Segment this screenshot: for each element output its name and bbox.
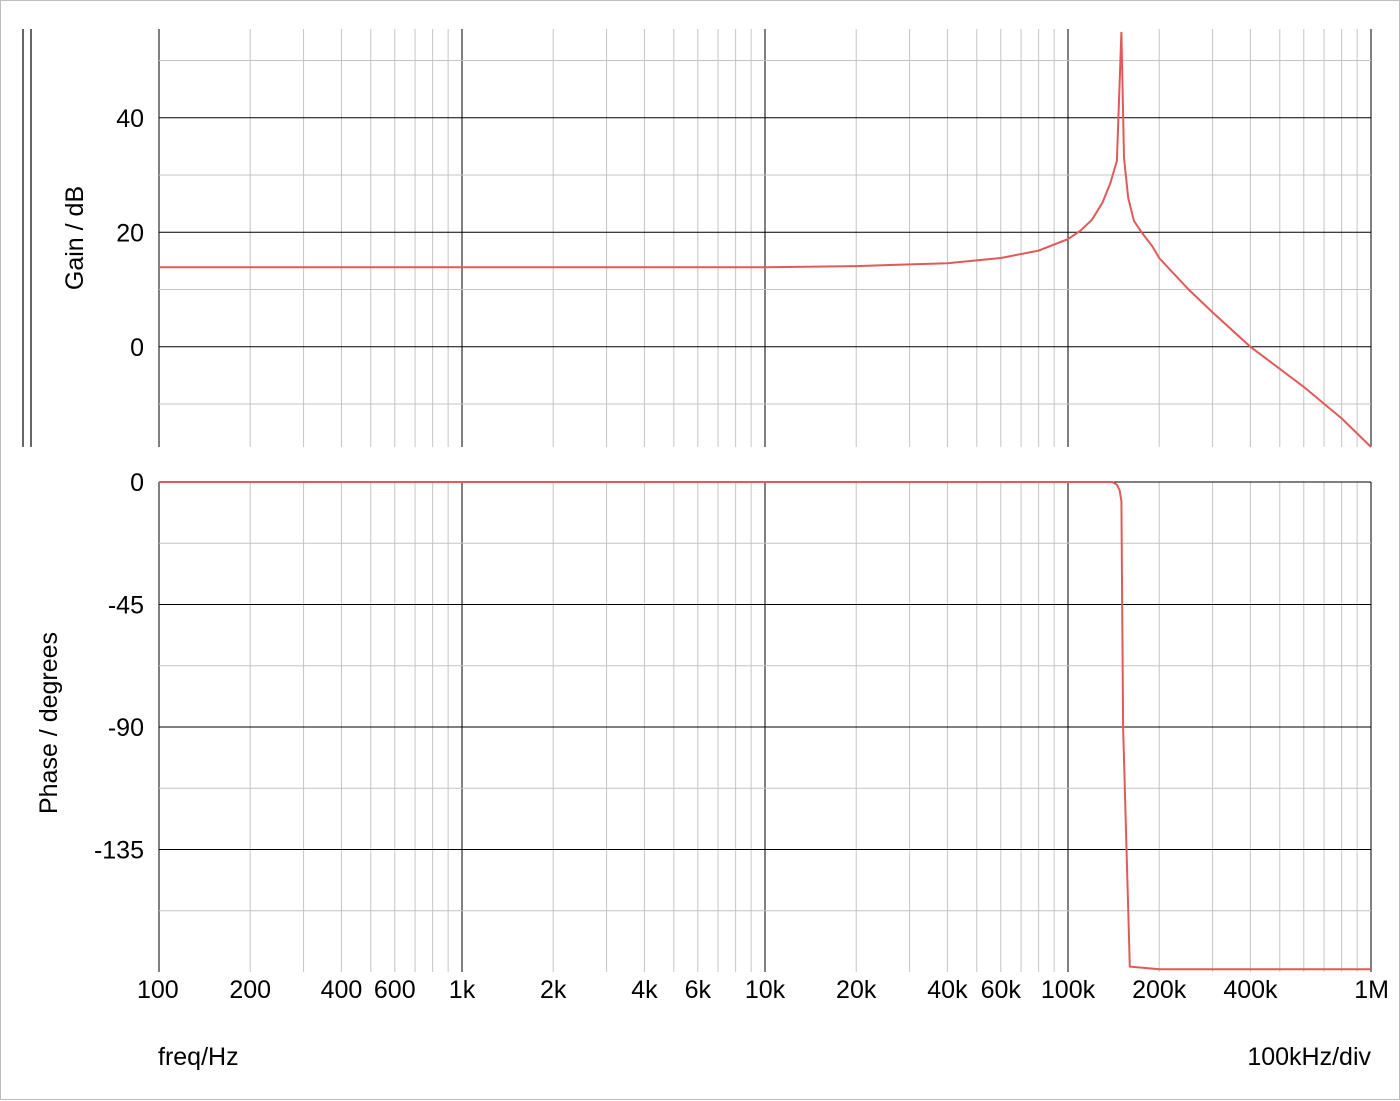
x-tick-label: 200 [229,976,271,1004]
x-tick-labels: 100 200 400 600 1k 2k 4k 6k 10k 20k 40k 60k 100k 200k… [137,976,1389,1004]
x-tick-label: 400k [1223,976,1278,1004]
gain-y-axis-label: Gain / dB [61,186,89,290]
gain-y-tick-labels: 40 20 0 [116,105,144,362]
phase-y-tick-labels: 0 -45 -90 -135 [94,469,144,865]
x-tick-label: 40k [927,976,968,1004]
x-tick-label: 1M [1354,976,1389,1004]
phase-y-tick-label: -135 [94,837,144,865]
x-tick-label: 600 [374,976,416,1004]
scale-note: 100kHz/div [1247,1043,1371,1071]
x-tick-label: 10k [745,976,786,1004]
x-tick-label: 60k [981,976,1022,1004]
phase-trace [159,481,1371,971]
gain-y-tick-label: 20 [116,219,144,247]
x-tick-label: 1k [449,976,476,1004]
x-tick-label: 6k [685,976,712,1004]
x-tick-label: 4k [631,976,658,1004]
phase-y-tick-label: -90 [108,714,144,742]
x-tick-label: 20k [836,976,877,1004]
x-tick-label: 200k [1132,976,1187,1004]
gain-y-tick-label: 40 [116,105,144,133]
gain-trace [159,31,1372,448]
x-axis-label: freq/Hz [158,1043,239,1071]
phase-y-axis-label: Phase / degrees [35,632,63,814]
phase-y-tick-label: -45 [108,592,144,620]
x-tick-label: 400 [321,976,363,1004]
x-tick-label: 2k [540,976,567,1004]
phase-y-tick-label: 0 [130,469,144,497]
gain-y-tick-label: 0 [130,334,144,362]
gain-grid [158,29,1372,447]
phase-grid [158,481,1372,972]
x-tick-label: 100k [1041,976,1096,1004]
x-tick-label: 100 [137,976,179,1004]
